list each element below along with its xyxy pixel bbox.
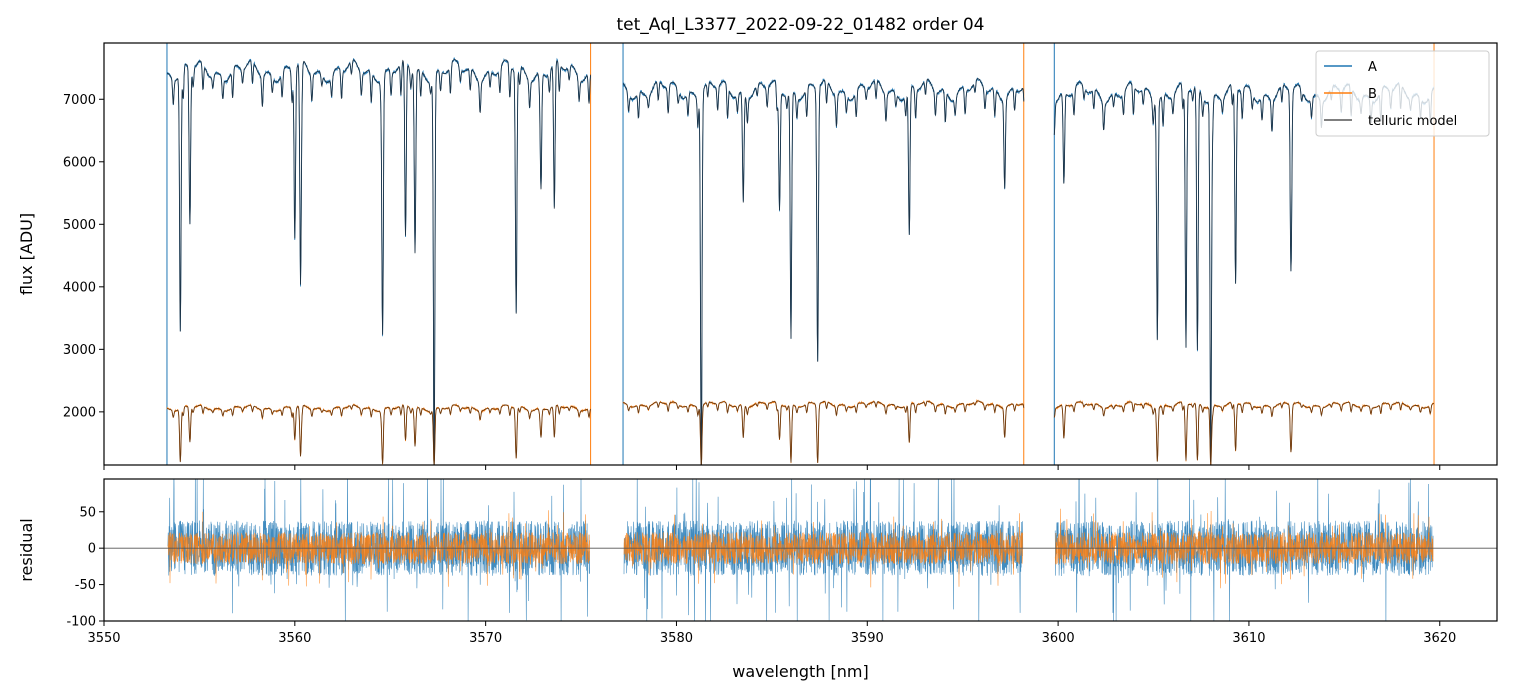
flux-panel-frame xyxy=(103,42,1498,466)
flux-panel: 2000 3000 4000 5000 6000 7000 flux [ADU] xyxy=(17,42,1498,470)
series-A-line xyxy=(622,77,1025,465)
chart-title: tet_Aql_L3377_2022-09-22_01482 order 04 xyxy=(616,15,984,35)
series-B-line xyxy=(1053,399,1435,465)
y-tick-label: 4000 xyxy=(63,280,96,295)
legend-label: A xyxy=(1368,60,1377,75)
legend-label: telluric model xyxy=(1368,114,1457,129)
residual-A-line xyxy=(623,479,1024,621)
x-tick-label: 3560 xyxy=(278,631,311,646)
y-tick-label: -100 xyxy=(66,615,96,630)
residual-panel-frame xyxy=(103,478,1498,622)
x-tick-label: 3570 xyxy=(469,631,502,646)
x-tick-label: 3610 xyxy=(1232,631,1265,646)
telluric-model-A-line xyxy=(167,59,592,465)
residual-B-line xyxy=(167,510,590,587)
series-B-line xyxy=(622,399,1025,465)
y-tick-label: 3000 xyxy=(63,343,96,358)
x-tick-label: 3590 xyxy=(851,631,884,646)
telluric-model-B-line xyxy=(622,400,1025,465)
y-tick-label: -50 xyxy=(75,578,96,593)
x-axis-label: wavelength [nm] xyxy=(732,662,869,681)
x-tick-label: 3580 xyxy=(660,631,693,646)
y-tick-label: 7000 xyxy=(63,93,96,108)
residual-B-line xyxy=(623,513,1024,588)
x-tick-label: 3550 xyxy=(87,631,120,646)
series-A-line xyxy=(166,57,591,465)
series-B-line xyxy=(166,403,591,465)
x-tick-label: 3600 xyxy=(1042,631,1075,646)
flux-y-ticks: 2000 3000 4000 5000 6000 7000 xyxy=(63,93,104,420)
y-tick-label: 2000 xyxy=(63,405,96,420)
x-tick-label: 3620 xyxy=(1423,631,1456,646)
telluric-model-A-line xyxy=(622,78,1025,465)
residual-y-axis-label: residual xyxy=(17,518,36,581)
residual-y-ticks: -100 -50 0 50 xyxy=(66,505,104,630)
legend-label: B xyxy=(1368,87,1377,102)
flux-y-axis-label: flux [ADU] xyxy=(17,213,36,295)
y-tick-label: 6000 xyxy=(63,155,96,170)
y-tick-label: 5000 xyxy=(63,218,96,233)
y-tick-label: 50 xyxy=(79,505,96,520)
flux-lines xyxy=(166,43,1435,465)
flux-x-ticks xyxy=(103,465,1441,470)
telluric-model-B-line xyxy=(167,404,592,465)
telluric-model-B-line xyxy=(1053,401,1435,465)
legend-box xyxy=(1315,50,1490,137)
residual-x-ticks: 3550 3560 3570 3580 3590 3600 3610 3620 xyxy=(87,621,1456,646)
y-tick-label: 0 xyxy=(88,542,96,557)
